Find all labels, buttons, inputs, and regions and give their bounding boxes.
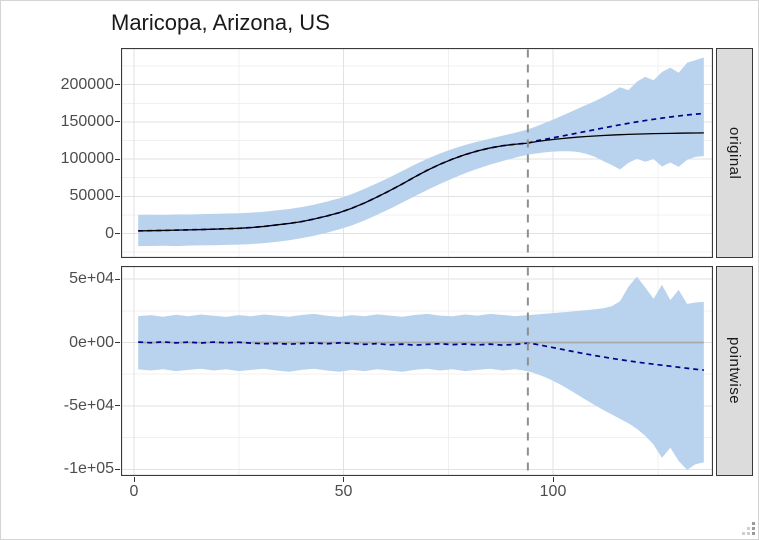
y-tick-label: 200000 (60, 75, 114, 93)
y-axis-tick (115, 84, 120, 86)
y-axis-tick (115, 468, 120, 470)
y-axis-tick (115, 405, 120, 407)
facet-strip-original: original (716, 48, 753, 258)
observed-line (138, 132, 704, 232)
y-tick-label: -1e+05 (63, 460, 114, 478)
x-axis-tick (552, 477, 554, 482)
plot-title: Maricopa, Arizona, US (111, 10, 330, 35)
panel-border (121, 266, 713, 476)
y-tick-label: 0 (105, 224, 114, 242)
credible-interval-ribbon (138, 276, 704, 470)
x-axis-tick (343, 477, 344, 482)
y-tick-label: 5e+04 (69, 270, 114, 288)
y-tick-label: 0e+00 (69, 333, 114, 351)
facet-strip-pointwise: pointwise (716, 266, 753, 476)
x-tick-label: 0 (129, 483, 139, 500)
x-tick-label: 100 (539, 483, 567, 500)
y-tick-label: 100000 (60, 150, 114, 168)
y-tick-label: -5e+04 (63, 396, 114, 414)
resize-grip-icon[interactable] (740, 521, 756, 537)
y-axis-tick (115, 158, 120, 160)
panel-border (121, 48, 713, 258)
y-tick-label: 50000 (69, 187, 115, 205)
credible-interval-ribbon (138, 57, 704, 247)
y-axis-tick (115, 278, 120, 280)
facet-strip-original-label: original (726, 126, 743, 180)
panel-pointwise-plot (121, 266, 713, 476)
y-tick-label: 150000 (60, 112, 114, 130)
y-axis-tick (115, 121, 120, 123)
facet-strip-pointwise-label: pointwise (726, 337, 743, 405)
x-tick-label: 50 (334, 483, 353, 500)
x-axis-tick (133, 477, 135, 482)
y-axis-tick (115, 342, 120, 343)
y-axis-tick (115, 195, 120, 197)
pointwise-effect-line (138, 341, 704, 371)
panel-original-plot (121, 48, 713, 258)
y-axis-tick (115, 233, 120, 234)
